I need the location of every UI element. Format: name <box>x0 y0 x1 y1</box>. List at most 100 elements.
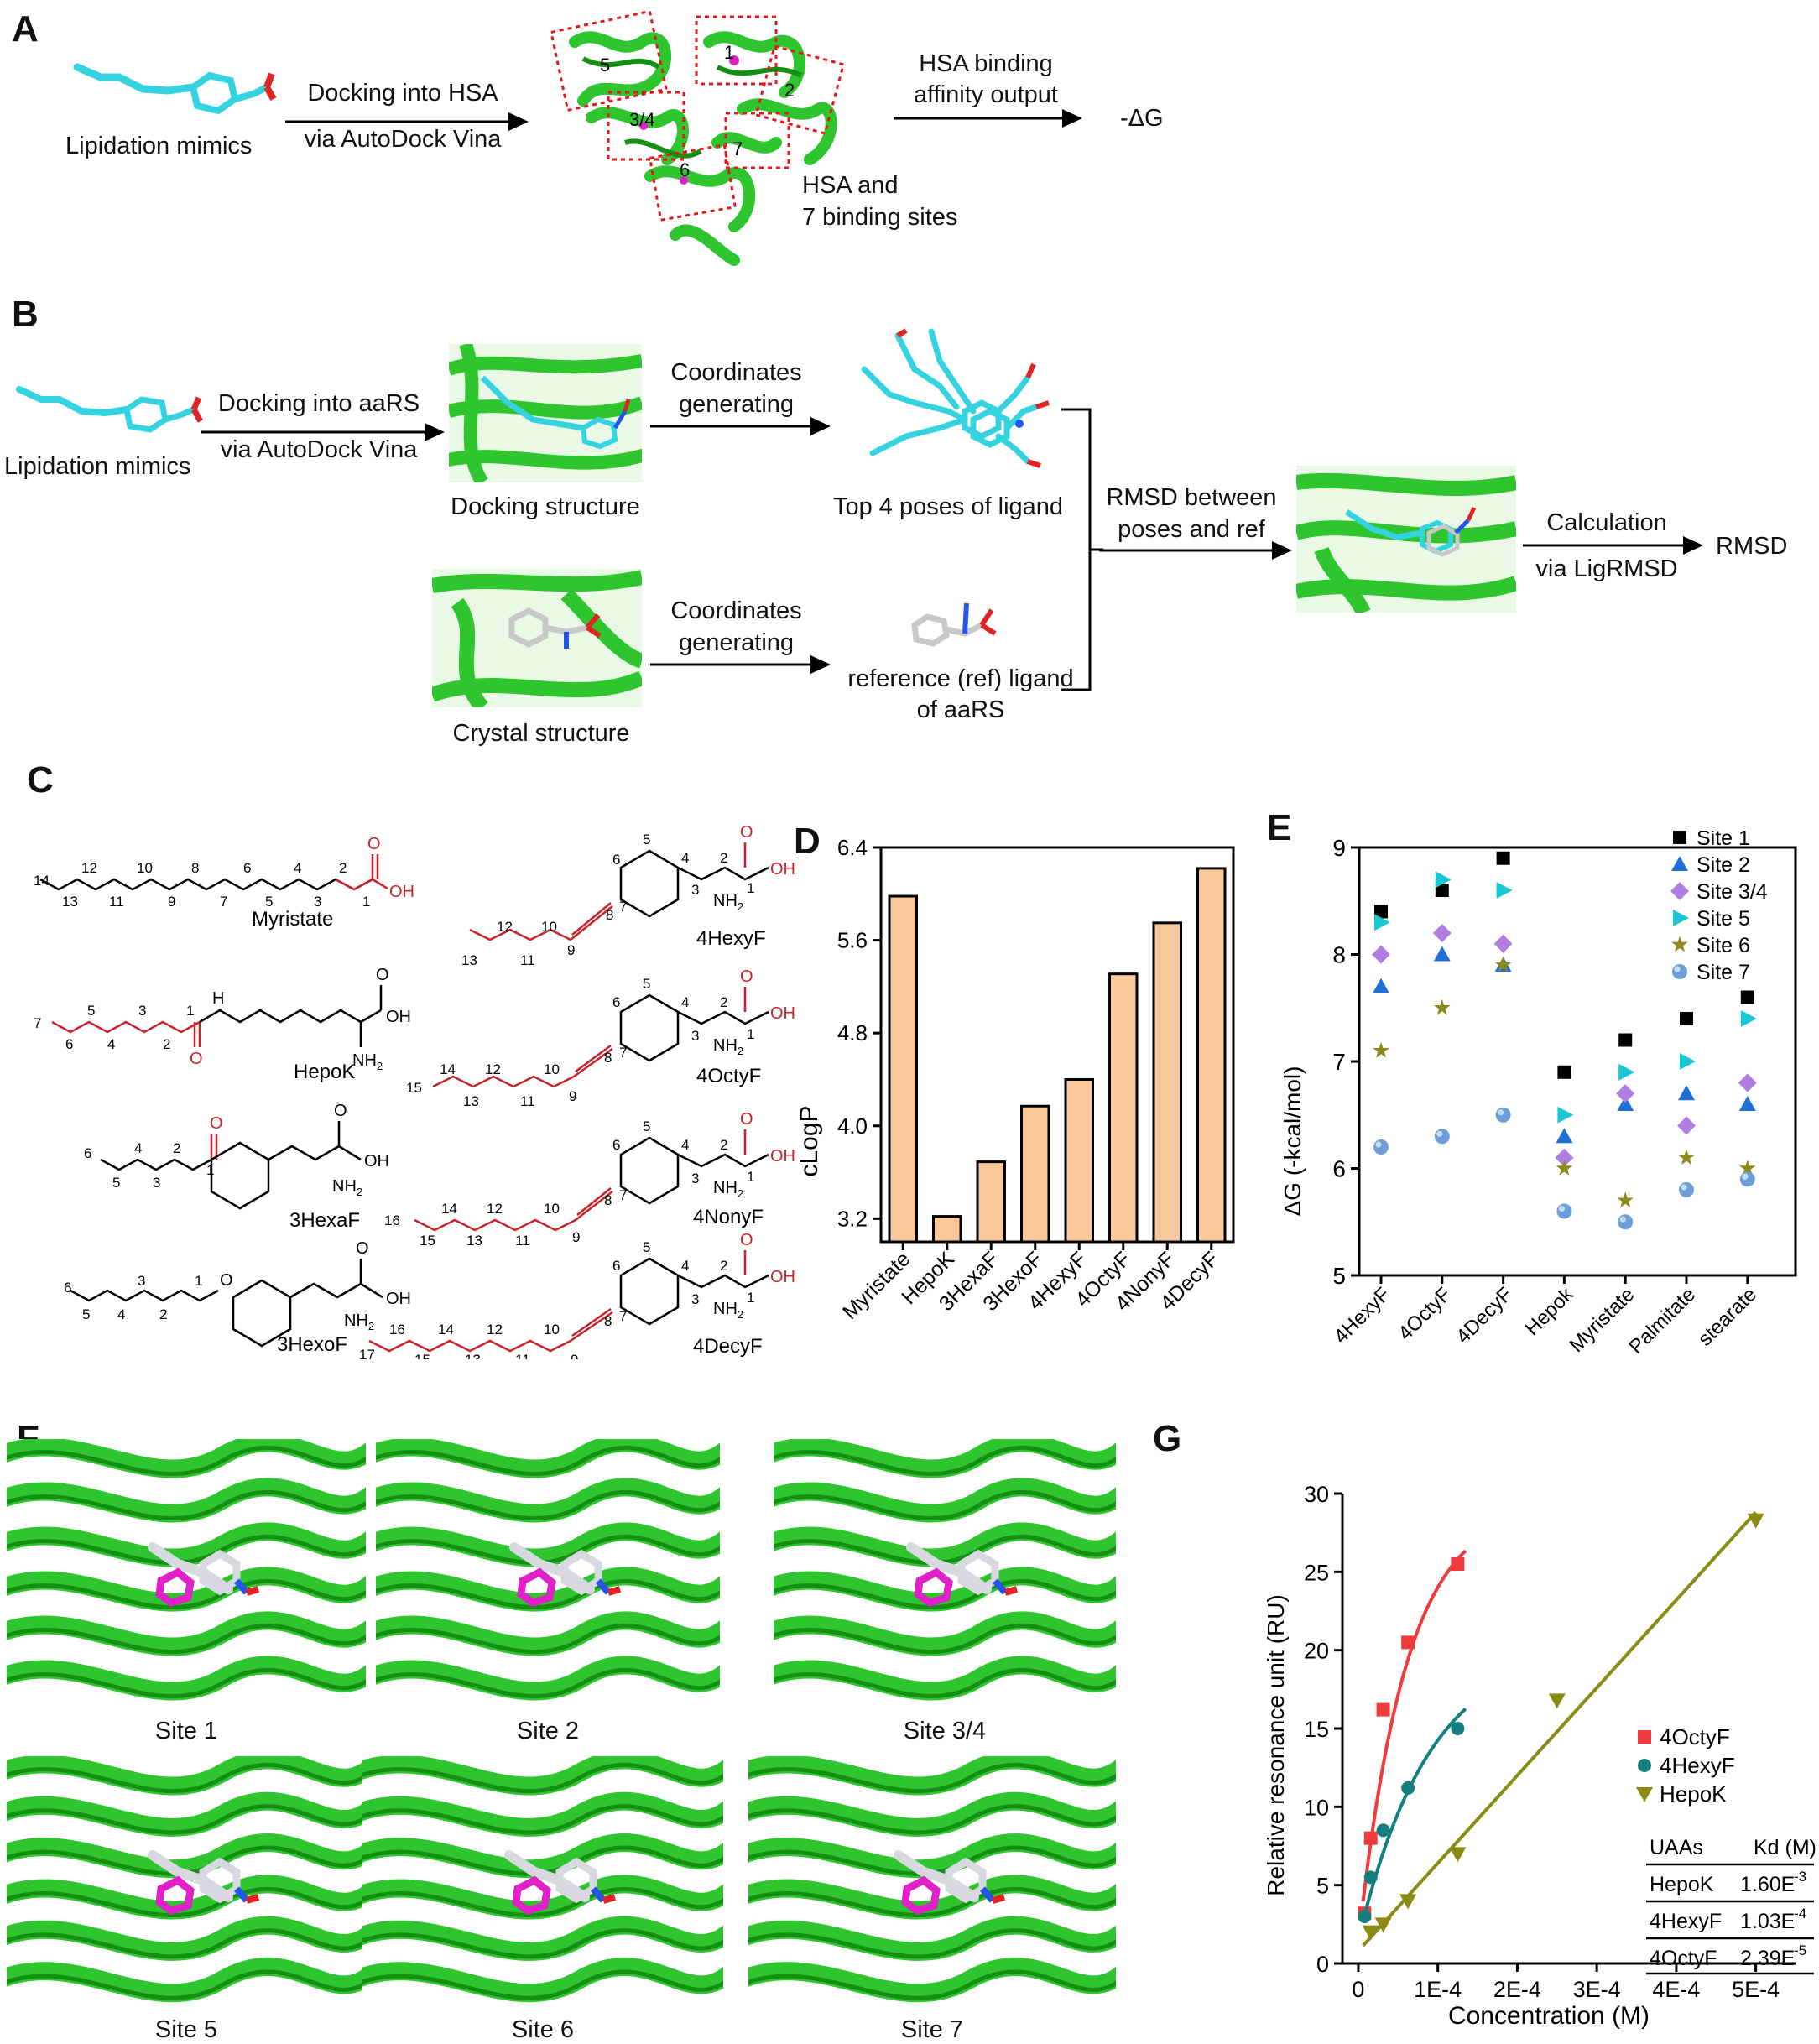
chart-e-point-site34 <box>1616 1084 1635 1103</box>
svg-text:5: 5 <box>643 1118 650 1134</box>
chart-e-point-site1 <box>1557 1065 1571 1079</box>
chart-d-ytick-label: 6.4 <box>837 835 868 860</box>
svg-text:2: 2 <box>720 1258 727 1274</box>
helix <box>376 1522 720 1567</box>
octyf-o: O <box>740 967 753 986</box>
helix <box>774 1611 1116 1656</box>
chart-e-point-site34 <box>1677 1116 1696 1135</box>
chart-g-ytick-label: 20 <box>1304 1639 1329 1664</box>
panel-label-g: G <box>1153 1418 1182 1459</box>
chart-e-point-site7 <box>1434 1129 1450 1145</box>
residue <box>512 1875 551 1915</box>
svg-text:9: 9 <box>571 1352 578 1359</box>
helix-shade <box>7 1886 366 1917</box>
helix-shade <box>376 1534 720 1566</box>
svg-text:8: 8 <box>191 860 199 876</box>
residue <box>155 1567 195 1607</box>
chart-e-point-site6 <box>1556 1160 1573 1176</box>
chart-g-point-4hexyf <box>1376 1823 1390 1838</box>
chart-e-point-site2 <box>1373 978 1389 993</box>
docking-structure-image <box>449 344 642 482</box>
svg-text:13: 13 <box>465 1352 481 1359</box>
svg-text:1: 1 <box>206 1162 214 1178</box>
ref-ligand-image <box>911 602 997 647</box>
chart-g-table-header-kd: Kd (M) <box>1754 1836 1816 1859</box>
chart-e-point-site7-highlight <box>1498 1109 1504 1116</box>
svg-text:6: 6 <box>84 1145 91 1161</box>
site-view-bg <box>362 1756 723 2005</box>
site-view-bg <box>376 1439 720 1706</box>
ligand-o <box>245 1586 260 1596</box>
helix-shade <box>748 1804 1116 1835</box>
chart-e-legend-label: Site 3/4 <box>1697 880 1768 904</box>
site-view-image-5 <box>362 1756 723 2005</box>
dock-label-a-2: via AutoDock Vina <box>304 126 502 153</box>
ligand-stick-b <box>16 386 204 433</box>
chart-g-table-kd-exp: -4 <box>1794 1906 1806 1921</box>
hepok-nh2: NH2 <box>352 1051 383 1072</box>
ligand-n <box>233 1578 250 1595</box>
chart-e-point-site7-highlight <box>1681 1184 1687 1191</box>
chart-g-table-header-uaa: UAAs <box>1650 1836 1703 1859</box>
docking-structure-label: Docking structure <box>451 493 640 520</box>
chart-d-bar <box>932 1215 962 1244</box>
chart-d-bar <box>1020 1104 1050 1244</box>
chart-g-table-uaa: 4OctyF <box>1650 1947 1717 1970</box>
arrow-a-2 <box>894 109 1082 128</box>
hepok-o2: O <box>376 966 389 984</box>
svg-text:1: 1 <box>747 1169 754 1185</box>
chart-e-point-site2 <box>1617 1096 1634 1111</box>
chart-g-legend-label: 4HexyF <box>1660 1753 1735 1778</box>
chart-d-ytick-label: 4.8 <box>837 1020 868 1045</box>
chart-e-legend-label: Site 2 <box>1697 853 1750 877</box>
chart-e-point-site6 <box>1433 999 1451 1015</box>
chart-e-legend-marker <box>1673 910 1689 926</box>
helix-shade <box>774 1623 1116 1655</box>
helix <box>748 1791 1116 1837</box>
output-label-2: affinity output <box>914 81 1058 108</box>
svg-text:1: 1 <box>362 894 370 910</box>
chart-g-point-4octyf <box>1376 1702 1390 1717</box>
ligand <box>894 1850 979 1902</box>
helix-shade <box>774 1534 1116 1566</box>
helix-shade <box>748 1886 1116 1917</box>
ligand-stick-a <box>73 63 277 115</box>
chart-d-bar <box>1196 867 1227 1244</box>
chart-g-table-uaa: 4HexyF <box>1650 1910 1722 1933</box>
svg-text:3: 3 <box>314 894 321 910</box>
helix <box>774 1656 1116 1701</box>
coord-label-1a: Coordinates <box>670 359 802 386</box>
hsa-protein-image: 1 2 3/4 5 6 7 <box>550 9 846 266</box>
chart-e-point-site34 <box>1555 1148 1574 1167</box>
chart-e-point-site2 <box>1556 1128 1573 1144</box>
svg-text:1: 1 <box>747 880 754 896</box>
compound-4hexyf: 4HexyF <box>696 927 766 950</box>
helix <box>7 1439 366 1478</box>
overlay-structure-image <box>1296 466 1516 613</box>
chart-e-point-site2 <box>1678 1085 1695 1101</box>
hsa-site-34-label: 3/4 <box>629 109 655 130</box>
chart-e-ylabel: ΔG (-kcal/mol) <box>1280 1066 1306 1217</box>
helix <box>7 1957 366 2003</box>
svg-text:17: 17 <box>359 1347 375 1359</box>
chart-g-ytick-label: 5 <box>1316 1874 1329 1899</box>
chart-e-xtick-label: 4HexyF <box>1330 1283 1395 1348</box>
chart-e-point-site1 <box>1435 884 1449 897</box>
chart-d-ytick-label: 4.0 <box>837 1113 868 1139</box>
chart-g-point-4hexyf <box>1358 1910 1372 1923</box>
panel-a: Lipidation mimics Docking into HSA via A… <box>0 0 1819 285</box>
chart-e-point-site1 <box>1374 905 1388 919</box>
chart-e-point-site7 <box>1618 1214 1634 1230</box>
svg-text:13: 13 <box>463 1093 479 1109</box>
hexof-o: O <box>220 1271 233 1290</box>
helix <box>774 1478 1116 1523</box>
chart-e-legend-label: Site 5 <box>1697 907 1750 931</box>
arrow-b-4 <box>1099 541 1292 560</box>
chart-e-legend-label: Site 7 <box>1697 961 1750 984</box>
chart-e-legend-marker <box>1671 936 1688 952</box>
helix-shade <box>7 1445 366 1476</box>
site-view-label-5: Site 6 <box>511 2016 575 2043</box>
site-view-label-3: Site 3/4 <box>903 1718 987 1744</box>
ref-label-1: reference (ref) ligand <box>847 665 1074 692</box>
ligand <box>148 1850 233 1902</box>
